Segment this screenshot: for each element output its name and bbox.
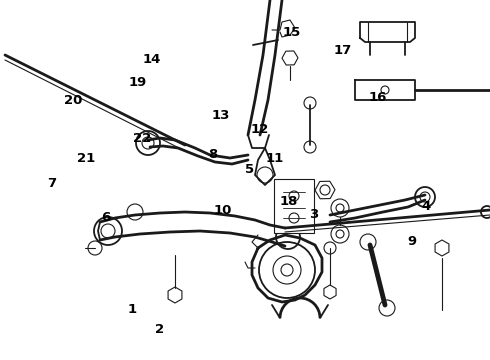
FancyBboxPatch shape	[274, 179, 314, 233]
Text: 8: 8	[209, 148, 218, 161]
Text: 7: 7	[47, 177, 56, 190]
Text: 2: 2	[155, 323, 164, 336]
Text: 10: 10	[214, 204, 232, 217]
Text: 6: 6	[101, 211, 110, 224]
Text: 21: 21	[76, 152, 95, 165]
Text: 13: 13	[211, 109, 230, 122]
Text: 15: 15	[282, 26, 301, 39]
Text: 20: 20	[64, 94, 83, 107]
Text: 1: 1	[128, 303, 137, 316]
Text: 19: 19	[128, 76, 147, 89]
Text: 22: 22	[133, 132, 151, 145]
Text: 16: 16	[368, 91, 387, 104]
Text: 11: 11	[265, 152, 284, 165]
Text: 5: 5	[245, 163, 254, 176]
Text: 12: 12	[250, 123, 269, 136]
Text: 4: 4	[422, 201, 431, 213]
Text: 17: 17	[334, 44, 352, 57]
Text: 9: 9	[407, 235, 416, 248]
Text: 3: 3	[309, 208, 318, 221]
Text: 18: 18	[280, 195, 298, 208]
Text: 14: 14	[143, 53, 161, 66]
